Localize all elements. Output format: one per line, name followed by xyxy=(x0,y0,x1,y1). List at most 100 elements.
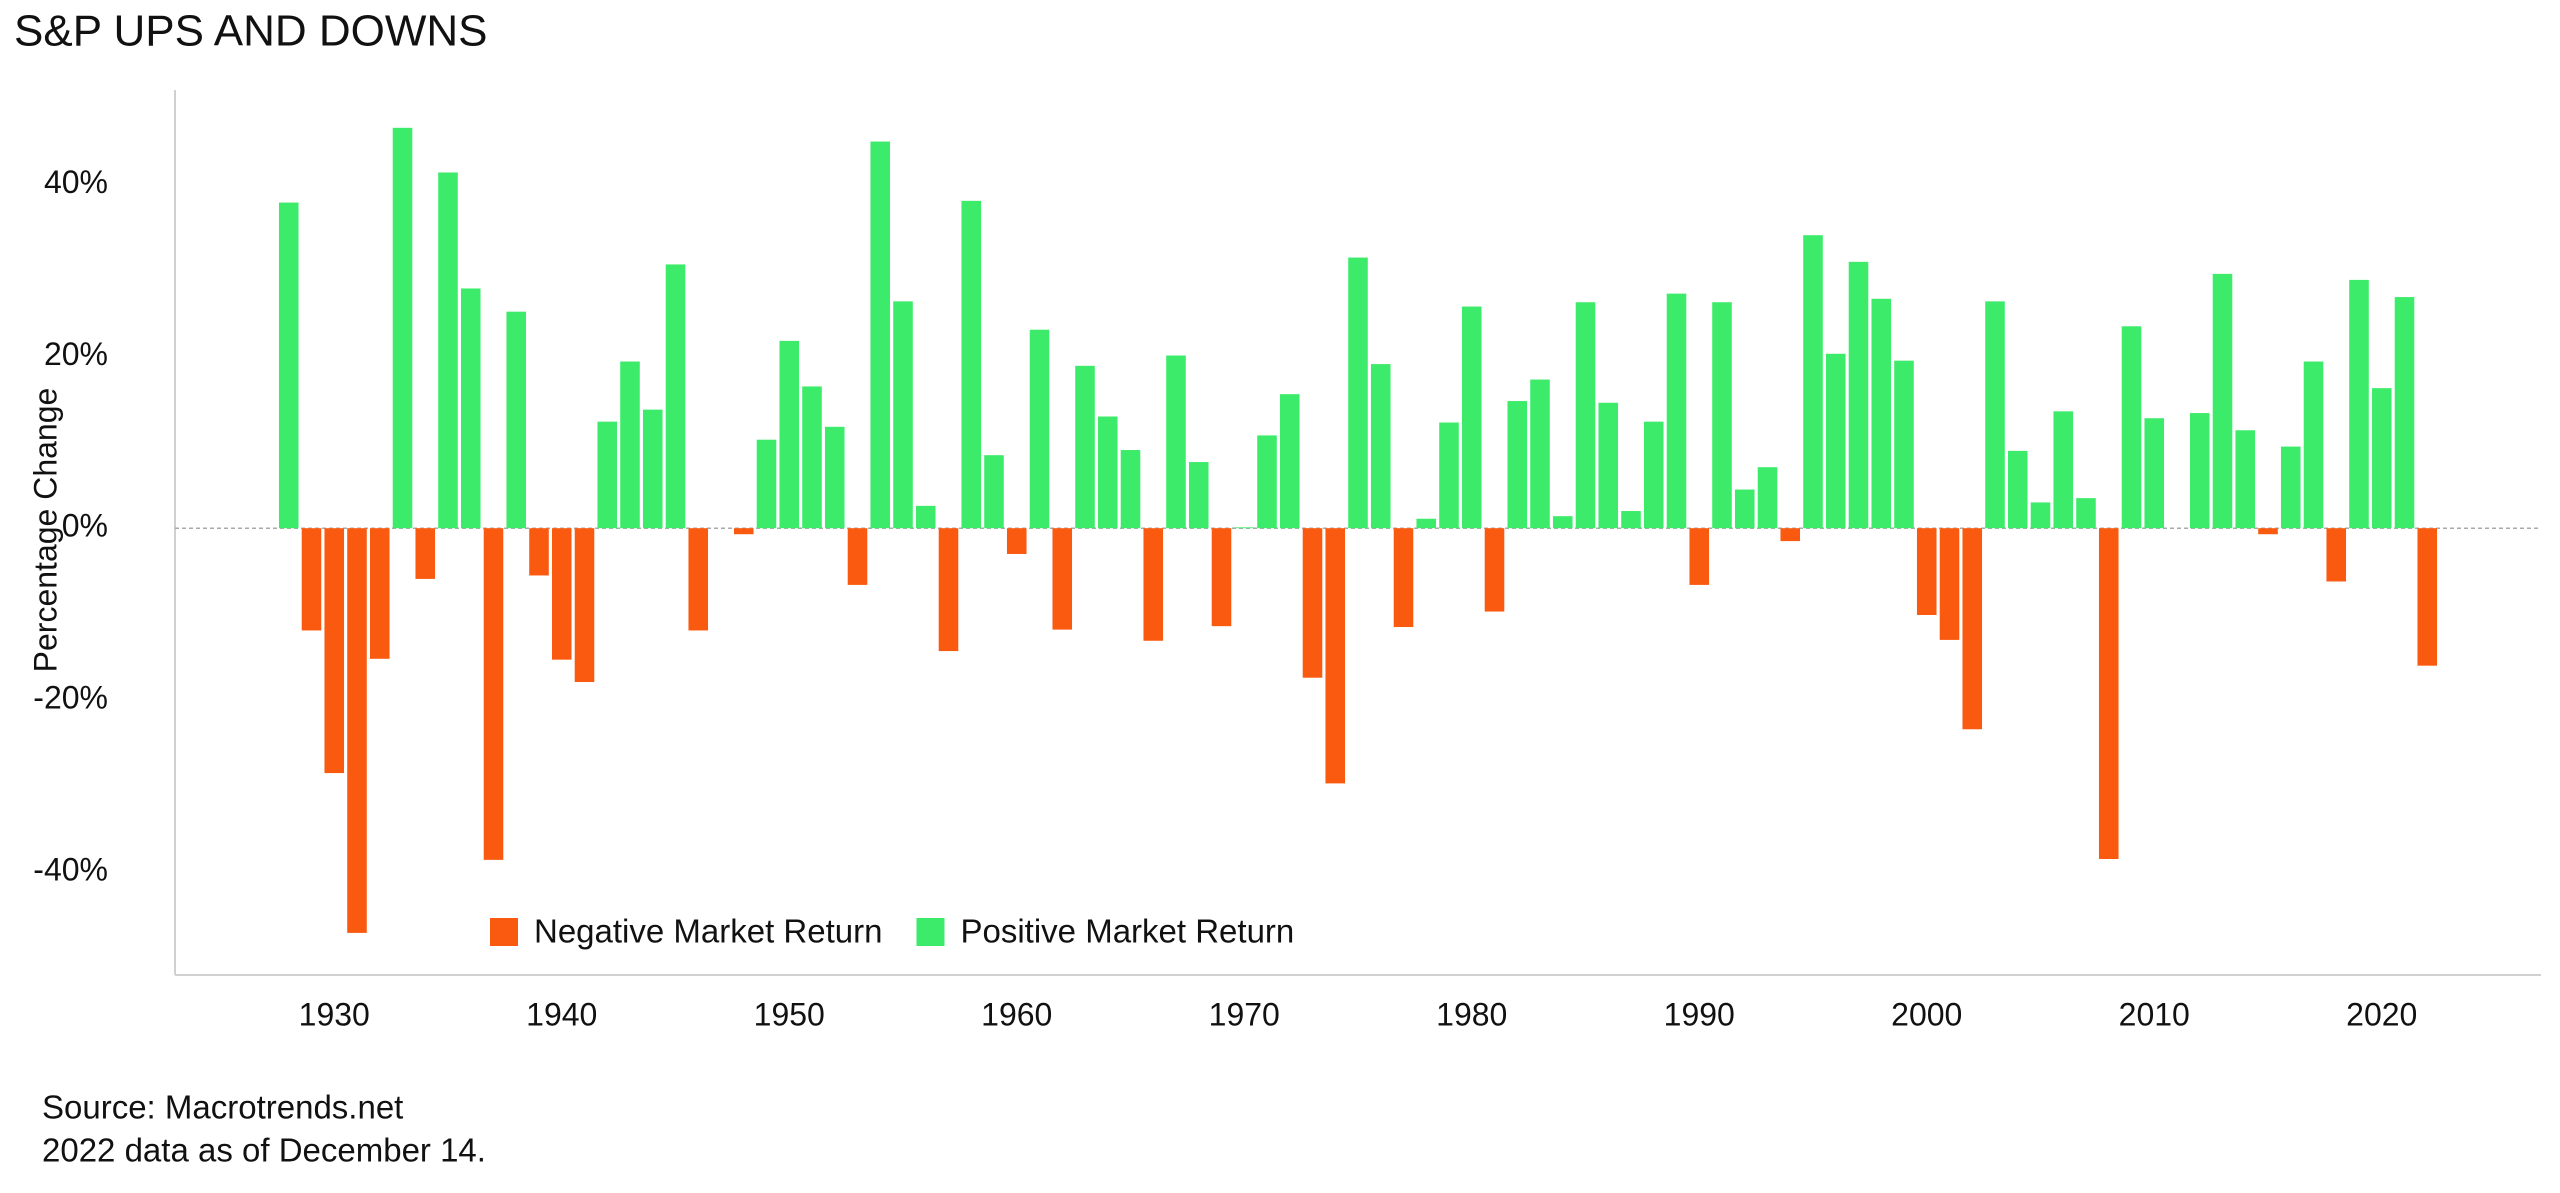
bar xyxy=(688,528,709,631)
bar xyxy=(1006,528,1027,554)
bar xyxy=(1757,467,1778,529)
date-note: 2022 data as of December 14. xyxy=(42,1132,486,1169)
bar xyxy=(1734,489,1755,529)
bar xyxy=(1507,401,1528,529)
bar xyxy=(1393,528,1414,628)
bar xyxy=(551,528,572,660)
bar xyxy=(2007,450,2028,529)
bar xyxy=(2121,326,2142,529)
x-tick-label: 2020 xyxy=(2346,996,2417,1032)
x-tick-label: 1990 xyxy=(1664,996,1735,1032)
bar xyxy=(1439,422,1459,529)
bar xyxy=(369,528,390,659)
bar xyxy=(392,127,413,529)
bar xyxy=(1803,235,1823,529)
bar xyxy=(1097,416,1118,529)
bar xyxy=(1370,364,1391,529)
bar xyxy=(1484,528,1505,612)
bar xyxy=(2326,528,2347,582)
x-tick-label: 1930 xyxy=(299,996,370,1032)
bar xyxy=(1234,527,1255,529)
bar xyxy=(1643,421,1664,529)
bar xyxy=(2030,502,2051,529)
x-tick-label: 1940 xyxy=(526,996,597,1032)
bar xyxy=(2189,413,2210,529)
bar xyxy=(2076,498,2096,529)
bar xyxy=(1120,450,1141,529)
bar xyxy=(1985,301,2005,529)
bar xyxy=(1461,306,1482,529)
bar xyxy=(1780,528,1801,542)
x-tick-label: 1980 xyxy=(1436,996,1507,1032)
bar xyxy=(1848,261,1869,529)
bar xyxy=(1825,353,1846,529)
chart-title: S&P UPS AND DOWNS xyxy=(14,7,488,56)
bar xyxy=(2303,361,2324,529)
bar xyxy=(2258,528,2278,535)
bar xyxy=(2371,388,2392,529)
bar xyxy=(2394,297,2415,529)
legend-label: Positive Market Return xyxy=(960,913,1294,950)
x-tick-label: 1950 xyxy=(754,996,825,1032)
bar xyxy=(1666,293,1687,529)
bar xyxy=(1530,379,1550,529)
bar xyxy=(301,528,322,631)
bar xyxy=(1712,302,1732,529)
bar xyxy=(642,409,663,529)
bar xyxy=(1325,528,1346,784)
bar xyxy=(1575,302,1596,529)
bar xyxy=(756,439,777,529)
bar xyxy=(1871,298,1892,529)
bar xyxy=(1188,462,1209,529)
bar xyxy=(1166,355,1186,529)
bar xyxy=(415,528,436,579)
bar xyxy=(324,528,345,774)
bar xyxy=(1621,511,1641,529)
bar xyxy=(824,426,845,529)
bar xyxy=(1348,257,1368,529)
bar xyxy=(733,528,754,535)
bar xyxy=(506,311,527,529)
y-tick-label: -20% xyxy=(33,680,108,716)
bar xyxy=(1916,528,1937,615)
bar xyxy=(1143,528,1164,641)
bar xyxy=(2212,273,2233,529)
bar xyxy=(2417,528,2438,666)
bar xyxy=(1552,516,1573,529)
y-axis-label: Percentage Change xyxy=(27,388,63,673)
x-tick-label: 1970 xyxy=(1209,996,1280,1032)
bar xyxy=(915,505,936,529)
bar xyxy=(1302,528,1323,678)
x-tick-label: 2000 xyxy=(1891,996,1962,1032)
bar xyxy=(1211,528,1232,627)
bar xyxy=(620,361,640,529)
bar xyxy=(597,421,618,529)
bar xyxy=(438,172,458,529)
x-tick-label: 2010 xyxy=(2119,996,2190,1032)
bar xyxy=(2235,430,2256,529)
bar xyxy=(574,528,595,683)
bar xyxy=(1894,360,1914,529)
x-tick-label: 1960 xyxy=(981,996,1052,1032)
legend-swatch xyxy=(916,918,945,946)
bar xyxy=(483,528,504,860)
bar xyxy=(2144,418,2165,529)
y-tick-label: 40% xyxy=(44,164,108,200)
bar xyxy=(2098,528,2119,860)
bar xyxy=(802,386,822,529)
bar xyxy=(2053,411,2074,529)
y-tick-label: 20% xyxy=(44,336,108,372)
legend-label: Negative Market Return xyxy=(534,913,882,950)
source-note: Source: Macrotrends.net xyxy=(42,1089,403,1126)
bar xyxy=(1689,528,1710,585)
bar xyxy=(893,301,913,529)
bar xyxy=(665,264,686,529)
bar xyxy=(1257,435,1277,529)
bar xyxy=(779,340,800,529)
bar xyxy=(1052,528,1073,630)
bar xyxy=(938,528,959,652)
bar xyxy=(529,528,549,576)
bar xyxy=(1598,402,1619,529)
bar xyxy=(1939,528,1960,640)
